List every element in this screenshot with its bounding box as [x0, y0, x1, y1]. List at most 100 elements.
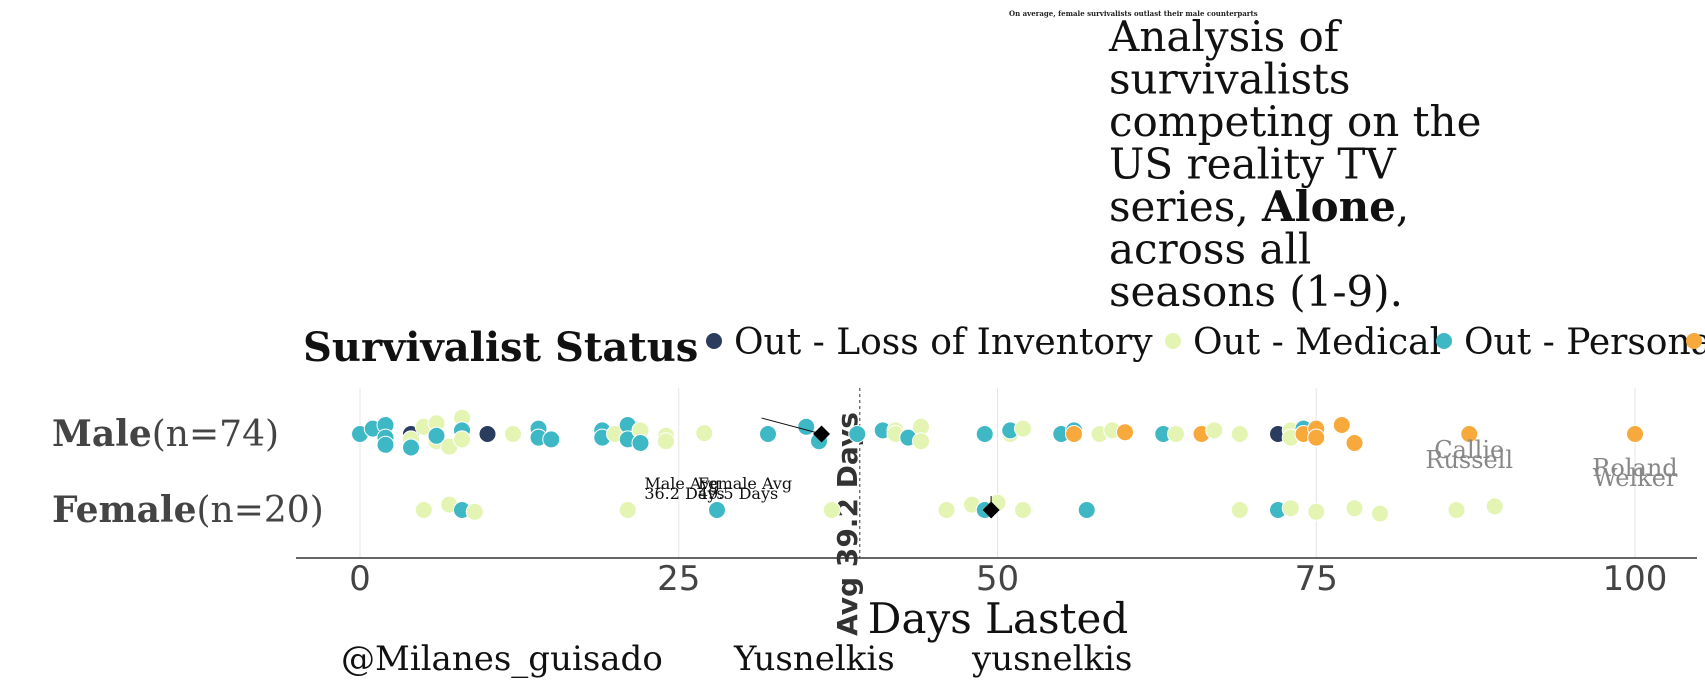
data-point-male — [1116, 423, 1134, 442]
legend-title: Survivalist Status — [303, 324, 698, 371]
x-tick-label: 25 — [657, 559, 700, 599]
data-point-male — [1626, 425, 1644, 443]
x-tick-label: 75 — [1295, 559, 1338, 599]
data-point-male — [1205, 421, 1224, 440]
title-segment: across all — [1109, 225, 1311, 274]
average-connector — [761, 417, 822, 435]
data-point-male — [695, 424, 714, 443]
row-label-count: (n=20) — [197, 490, 324, 531]
title-segment: US reality TV — [1109, 140, 1396, 189]
row-label-name: Male — [52, 413, 152, 455]
title-segment: series, — [1109, 182, 1262, 231]
data-point-female — [1230, 501, 1249, 519]
legend-entry-label: Out - Loss of Inventory — [734, 322, 1153, 363]
data-point-male — [1065, 425, 1083, 443]
point-label-first: Callie — [1434, 436, 1504, 464]
title-segment: survivalists — [1109, 55, 1350, 104]
title-line: US reality TV — [1109, 140, 1396, 189]
data-point-male — [402, 438, 420, 457]
point-label-first: Roland — [1592, 454, 1677, 482]
data-point-female — [1281, 499, 1300, 518]
title-line: series, Alone, — [1109, 182, 1409, 231]
legend-key-marker — [706, 333, 722, 349]
data-point-male — [542, 430, 561, 449]
data-point-male — [759, 425, 777, 443]
legend: Survivalist Status Out - Loss of Invento… — [303, 322, 1705, 371]
row-label-name: Female — [52, 489, 197, 531]
row-labels: Male(n=74) Female(n=20) — [52, 413, 324, 531]
data-point-male — [478, 425, 497, 443]
legend-entry-label: Out - Medical — [1193, 322, 1441, 363]
x-tick-label: 0 — [349, 559, 371, 599]
x-axis-title: Days Lasted — [868, 594, 1128, 643]
title-segment: seasons (1-9). — [1109, 267, 1403, 316]
legend-entry-label: Out - Personal — [1464, 322, 1705, 363]
legend-key-marker — [1165, 333, 1181, 349]
legend-key-marker — [1436, 333, 1452, 349]
row-label-count: (n=74) — [152, 414, 279, 455]
data-point-male — [797, 417, 816, 436]
data-point-female — [1014, 501, 1032, 519]
data-points — [351, 408, 1644, 523]
row-label-female: Female(n=20) — [52, 489, 324, 531]
data-point-male — [504, 425, 522, 443]
legend-key-marker — [1686, 333, 1702, 349]
average-label-male: Male Avg — [644, 474, 720, 493]
data-point-female — [1307, 502, 1326, 521]
data-point-female — [1077, 501, 1096, 519]
x-axis-ticks: 0 25 50 75 100 — [349, 559, 1667, 599]
data-point-male — [427, 426, 446, 445]
data-point-female — [1485, 497, 1504, 516]
caption: @Milanes_guisado Yusnelkis yusnelkis — [341, 639, 1132, 679]
data-point-male — [1345, 434, 1364, 452]
caption-handle[interactable]: yusnelkis — [971, 639, 1132, 679]
title-segment: Analysis of — [1108, 12, 1343, 61]
data-point-male — [975, 425, 994, 443]
average-marker-female — [982, 501, 1000, 519]
title-line: survivalists — [1109, 55, 1350, 104]
caption-handle[interactable]: Yusnelkis — [733, 639, 895, 679]
data-point-female — [465, 502, 484, 521]
data-point-male — [1460, 425, 1479, 443]
data-point-male — [1307, 428, 1326, 447]
average-label-female: Female Avg — [698, 474, 792, 493]
data-point-male — [631, 434, 650, 452]
data-point-female — [708, 501, 726, 519]
title-line: across all — [1109, 225, 1311, 274]
data-point-female — [1345, 499, 1364, 518]
average-value-male: 36.2 Days — [644, 484, 724, 503]
data-point-male — [848, 425, 867, 443]
point-label-last: Welker — [1593, 464, 1678, 492]
data-point-female — [618, 501, 637, 519]
data-point-female — [414, 501, 433, 519]
data-point-female — [1371, 504, 1389, 523]
title-segment-bold: Alone — [1261, 182, 1396, 231]
point-label-last: Russell — [1425, 446, 1513, 474]
data-point-male — [376, 435, 395, 454]
title-line: seasons (1-9). — [1109, 267, 1403, 316]
title-line: competing on the — [1109, 97, 1481, 146]
chart-subtitle: On average, female survivalists outlast … — [1009, 9, 1258, 18]
data-point-male — [657, 432, 675, 451]
overall-average-label: Avg 39.2 Days — [831, 412, 864, 636]
row-label-male: Male(n=74) — [52, 413, 279, 455]
average-value-female: 49.5 Days — [698, 484, 778, 503]
caption-handle[interactable]: @Milanes_guisado — [341, 639, 663, 679]
title-line: Analysis of — [1108, 12, 1343, 61]
data-point-female — [822, 501, 841, 519]
title-segment: , — [1396, 182, 1409, 231]
data-point-female — [1447, 501, 1466, 519]
data-point-male — [1167, 425, 1185, 443]
grid-lines — [359, 388, 1636, 558]
data-point-male — [1014, 419, 1032, 438]
data-point-female — [937, 501, 956, 519]
average-marker-male — [813, 425, 831, 443]
data-point-male — [1230, 425, 1249, 443]
x-tick-label: 50 — [976, 559, 1019, 599]
overall-average-line: Avg 39.2 Days — [831, 388, 864, 636]
title-segment: competing on the — [1109, 97, 1481, 146]
